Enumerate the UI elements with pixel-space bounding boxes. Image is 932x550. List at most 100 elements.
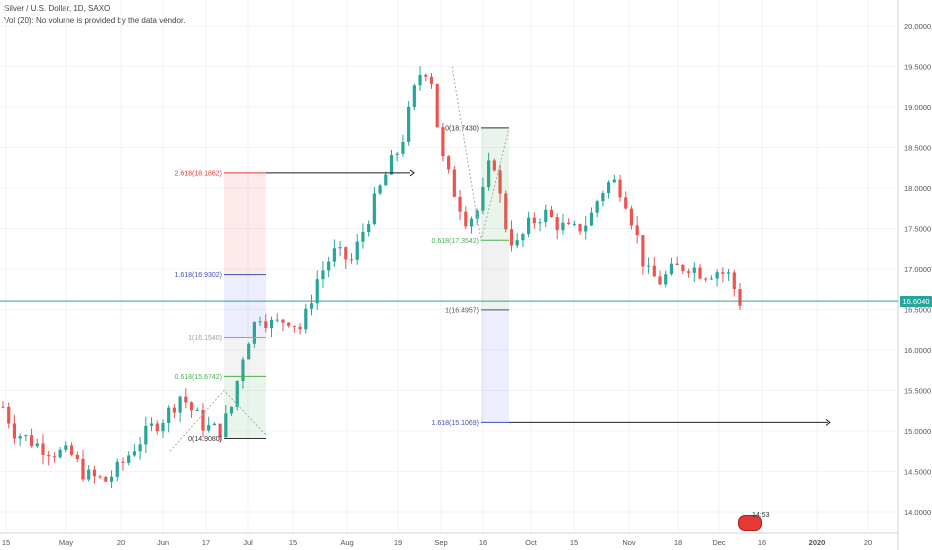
candle-body[interactable]	[681, 265, 685, 272]
candle-body[interactable]	[384, 174, 388, 186]
candle-body[interactable]	[201, 410, 205, 431]
candle-body[interactable]	[527, 217, 531, 235]
candle-body[interactable]	[18, 436, 22, 439]
candle-body[interactable]	[338, 247, 342, 249]
candle-body[interactable]	[452, 169, 456, 197]
candle-body[interactable]	[555, 216, 559, 231]
candle-body[interactable]	[104, 477, 108, 482]
candle-body[interactable]	[218, 423, 222, 437]
candle-body[interactable]	[606, 182, 611, 194]
candle-body[interactable]	[64, 445, 68, 450]
candle-body[interactable]	[469, 218, 474, 227]
candle-body[interactable]	[395, 153, 399, 155]
candle-body[interactable]	[309, 303, 314, 309]
candle-body[interactable]	[172, 407, 176, 413]
candle-body[interactable]	[601, 193, 605, 202]
candle-body[interactable]	[698, 267, 702, 279]
candle-body[interactable]	[367, 224, 371, 233]
candle-body[interactable]	[407, 106, 411, 142]
candle-body[interactable]	[58, 449, 62, 458]
candle-body[interactable]	[132, 451, 137, 456]
candle-body[interactable]	[275, 319, 279, 321]
candle-body[interactable]	[549, 209, 554, 217]
candle-body[interactable]	[224, 413, 228, 437]
candle-body[interactable]	[327, 261, 331, 271]
candle-body[interactable]	[686, 271, 691, 273]
candle-body[interactable]	[212, 423, 216, 426]
candle-body[interactable]	[646, 265, 651, 267]
candle-body[interactable]	[429, 76, 434, 84]
candle-body[interactable]	[229, 406, 234, 414]
candle-body[interactable]	[178, 396, 182, 413]
candle-body[interactable]	[435, 83, 439, 128]
candle-body[interactable]	[447, 156, 451, 170]
candle-body[interactable]	[652, 265, 656, 277]
candle-body[interactable]	[292, 325, 296, 327]
candle-body[interactable]	[87, 469, 91, 480]
candle-body[interactable]	[544, 209, 548, 223]
candle-body[interactable]	[635, 225, 639, 236]
candle-body[interactable]	[675, 263, 679, 266]
candle-body[interactable]	[149, 423, 154, 426]
candle-body[interactable]	[29, 435, 34, 447]
candle-body[interactable]	[372, 193, 376, 225]
candle-body[interactable]	[572, 224, 576, 226]
candle-body[interactable]	[418, 74, 422, 86]
candle-body[interactable]	[481, 186, 485, 211]
candle-body[interactable]	[81, 458, 85, 480]
candle-body[interactable]	[281, 319, 285, 323]
candle-body[interactable]	[195, 410, 199, 412]
candle-body[interactable]	[298, 326, 302, 330]
candle-body[interactable]	[498, 170, 502, 194]
candle-body[interactable]	[567, 222, 571, 225]
candle-body[interactable]	[361, 232, 365, 242]
candle-body[interactable]	[247, 343, 251, 360]
candle-body[interactable]	[315, 279, 319, 304]
candle-body[interactable]	[304, 308, 308, 330]
candle-body[interactable]	[378, 185, 382, 194]
candle-body[interactable]	[332, 248, 336, 262]
candle-body[interactable]	[721, 272, 725, 274]
candle-body[interactable]	[287, 322, 291, 326]
candle-body[interactable]	[709, 278, 714, 280]
candle-body[interactable]	[492, 160, 496, 171]
candle-body[interactable]	[726, 272, 731, 274]
candle-body[interactable]	[641, 235, 645, 267]
candle-body[interactable]	[412, 85, 416, 107]
candle-body[interactable]	[47, 454, 51, 457]
candle-body[interactable]	[584, 225, 588, 232]
candle-body[interactable]	[504, 193, 508, 230]
candle-body[interactable]	[12, 423, 17, 439]
candle-body[interactable]	[515, 240, 519, 246]
candle-body[interactable]	[532, 217, 536, 224]
candle-body[interactable]	[509, 229, 514, 246]
candle-body[interactable]	[589, 212, 594, 226]
candle-body[interactable]	[624, 197, 628, 209]
candle-body[interactable]	[464, 211, 468, 227]
candle-body[interactable]	[264, 321, 268, 329]
candle-body[interactable]	[704, 278, 708, 280]
candle-body[interactable]	[561, 222, 565, 231]
candle-body[interactable]	[629, 208, 634, 226]
candle-body[interactable]	[115, 461, 119, 477]
candle-body[interactable]	[92, 469, 97, 477]
candle-body[interactable]	[184, 396, 188, 403]
candle-body[interactable]	[189, 402, 194, 411]
candle-body[interactable]	[475, 210, 479, 219]
candle-body[interactable]	[424, 74, 428, 77]
candle-body[interactable]	[538, 222, 542, 224]
candle-body[interactable]	[167, 407, 171, 423]
candle-body[interactable]	[595, 201, 599, 213]
candle-body[interactable]	[252, 322, 256, 344]
candle-body[interactable]	[732, 272, 736, 290]
candle-body[interactable]	[458, 196, 462, 212]
candle-body[interactable]	[52, 456, 57, 458]
candle-body[interactable]	[258, 321, 262, 323]
candle-body[interactable]	[269, 319, 274, 329]
candle-body[interactable]	[401, 141, 405, 154]
candle-body[interactable]	[144, 425, 148, 445]
candle-body[interactable]	[487, 160, 491, 187]
flag-icon[interactable]	[738, 515, 762, 531]
candle-body[interactable]	[521, 234, 525, 241]
